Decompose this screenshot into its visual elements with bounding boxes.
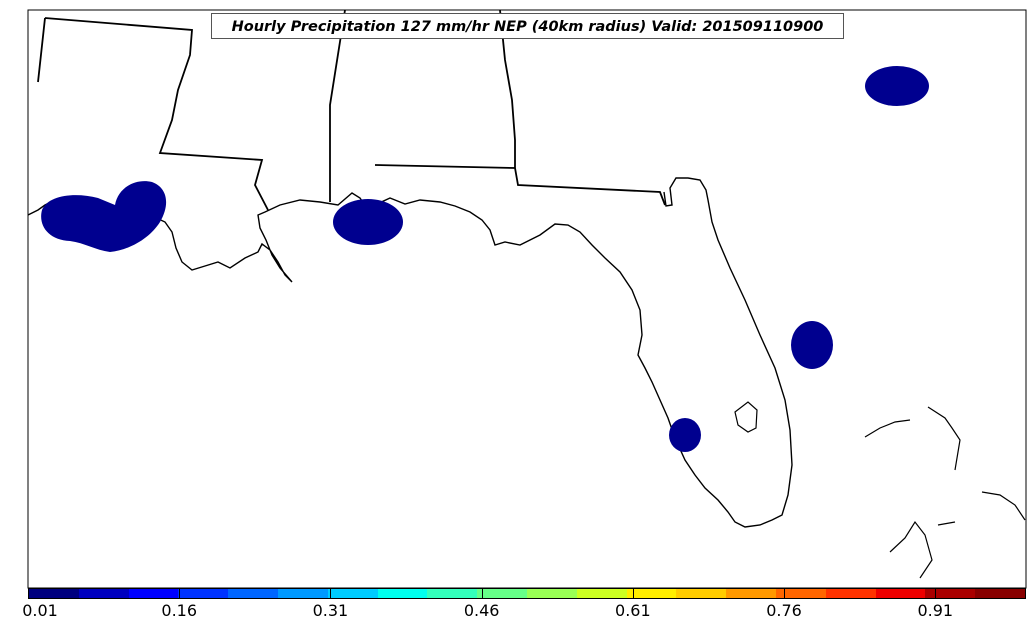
colorbar-segment xyxy=(277,589,328,598)
colorbar-tickmark xyxy=(330,588,332,599)
colorbar-segment xyxy=(626,589,677,598)
colorbar-segment xyxy=(676,589,727,598)
precip-area-atlantic-north xyxy=(865,66,929,106)
colorbar-segment xyxy=(875,589,926,598)
colorbar-tick-label: 0.01 xyxy=(22,601,58,620)
colorbar-tick-label: 0.61 xyxy=(615,601,651,620)
bahamas-islands xyxy=(864,406,1026,579)
colorbar-segment xyxy=(775,589,826,598)
colorbar-tick-label: 0.76 xyxy=(766,601,802,620)
map-title: Hourly Precipitation 127 mm/hr NEP (40km… xyxy=(211,13,844,39)
colorbar-segment xyxy=(377,589,428,598)
precip-areas xyxy=(41,66,929,452)
colorbar-segment xyxy=(128,589,179,598)
state-boundaries xyxy=(37,9,666,211)
precip-area-tampa xyxy=(669,418,701,452)
colorbar-tickmark xyxy=(28,588,29,599)
colorbar-tickmark xyxy=(935,588,937,599)
colorbar-tick-label: 0.91 xyxy=(917,601,954,620)
colorbar-segment xyxy=(78,589,129,598)
colorbar xyxy=(28,588,1026,599)
precip-area-louisiana xyxy=(41,181,167,252)
colorbar-segment xyxy=(427,589,478,598)
colorbar-tickmark xyxy=(632,588,634,599)
colorbar-segment xyxy=(228,589,278,598)
colorbar-segment xyxy=(526,589,577,598)
colorbar-tickmark xyxy=(784,588,786,599)
map-frame xyxy=(27,9,1027,589)
colorbar-segment xyxy=(327,589,378,598)
lake-okeechobee xyxy=(734,401,758,433)
colorbar-tickmark xyxy=(179,588,181,599)
colorbar-segment xyxy=(477,589,527,598)
colorbar-tick-label: 0.31 xyxy=(312,601,349,620)
colorbar-segment xyxy=(825,589,876,598)
colorbar-segment xyxy=(29,589,79,598)
colorbar-segment xyxy=(576,589,627,598)
colorbar-tick-label: 0.46 xyxy=(463,601,500,620)
colorbar-segment xyxy=(925,589,976,598)
colorbar-tickmark xyxy=(481,588,483,599)
precip-area-atlantic-central xyxy=(791,321,833,369)
colorbar-tick-label: 0.16 xyxy=(161,601,198,620)
colorbar-segment xyxy=(975,589,1025,598)
colorbar-segment xyxy=(726,589,776,598)
precip-area-alabama xyxy=(333,199,403,245)
gulf-coastline xyxy=(27,177,793,528)
colorbar-segment xyxy=(178,589,229,598)
